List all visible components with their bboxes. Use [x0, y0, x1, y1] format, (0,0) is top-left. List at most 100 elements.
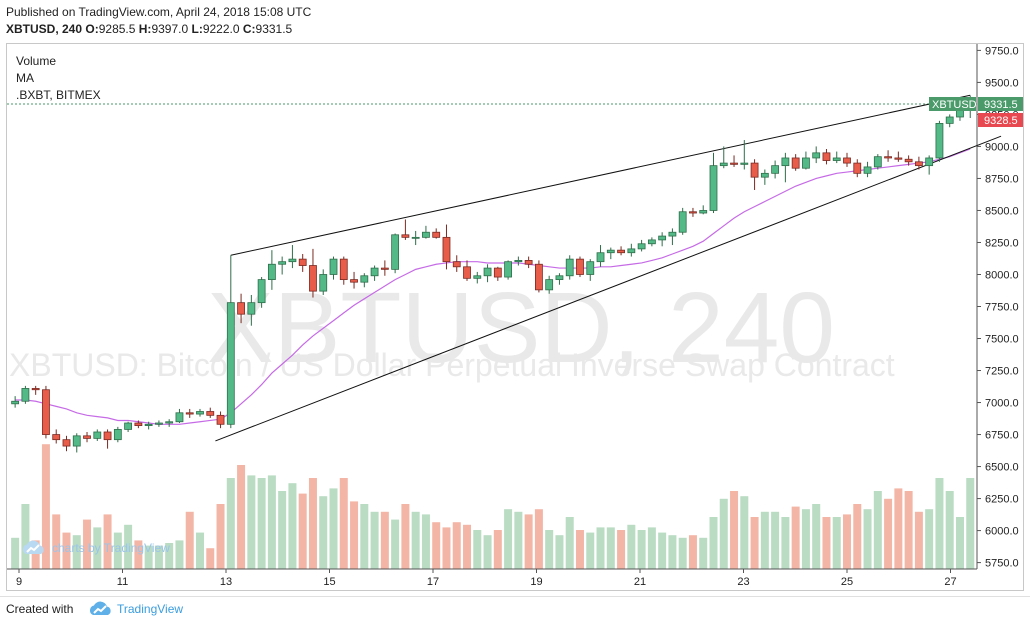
ohlc-close-value: 9331.5 — [255, 22, 293, 36]
volume-bar — [134, 540, 143, 569]
candle-body — [113, 429, 122, 441]
volume-bar — [319, 496, 328, 569]
last-price-symbol: XBTUSD — [932, 99, 977, 111]
y-tick-label: 5750.0 — [985, 558, 1019, 570]
candle-body — [647, 239, 656, 245]
candle-body — [884, 156, 892, 159]
volume-bar — [154, 545, 163, 569]
candle-body — [247, 302, 256, 315]
volume-bar — [873, 491, 882, 569]
candle-body — [483, 267, 492, 277]
volume-bar — [760, 511, 769, 569]
y-tick-label: 7000.0 — [985, 398, 1019, 410]
tradingview-cloud-icon — [22, 540, 44, 554]
volume-bar — [308, 478, 317, 569]
candle-body — [309, 265, 317, 292]
candle-body — [576, 258, 584, 275]
candle-body — [432, 231, 441, 238]
volume-bar — [21, 504, 30, 569]
candle-body — [760, 172, 769, 178]
published-caption: Published on TradingView.com, April 24, … — [6, 5, 312, 19]
legend-ma[interactable]: MA — [16, 71, 34, 85]
candle-body — [42, 389, 50, 435]
candle-body — [535, 263, 543, 291]
y-tick-label: 9000.0 — [985, 141, 1019, 153]
volume-bar — [555, 535, 564, 569]
volume-bar — [504, 509, 513, 569]
candle-body — [411, 236, 420, 239]
volume-bar — [62, 532, 71, 569]
candle-body — [812, 152, 821, 159]
volume-bar — [113, 532, 122, 569]
candle-body — [771, 165, 780, 174]
tradingview-link[interactable]: TradingView — [117, 602, 184, 616]
candle-body — [237, 302, 245, 315]
candle-body — [781, 157, 790, 167]
volume-bar — [329, 488, 338, 569]
candle-body — [206, 411, 215, 416]
volume-bar — [606, 527, 615, 569]
volume-bar — [247, 475, 256, 569]
legend-index-symbol[interactable]: .BXBT, BITMEX — [16, 88, 101, 102]
candle-body — [226, 302, 235, 425]
ohlc-high-value: 9397.0 — [151, 22, 189, 36]
volume-bar — [237, 465, 246, 569]
charts-by-watermark[interactable]: charts by TradingView — [52, 541, 170, 555]
volume-bar — [278, 491, 287, 569]
legend-volume[interactable]: Volume — [16, 54, 57, 68]
candle-body — [401, 234, 410, 238]
volume-bar — [771, 511, 780, 569]
candle-body — [278, 261, 287, 265]
volume-bar — [884, 498, 893, 569]
candle-body — [586, 261, 595, 275]
x-tick-label: 25 — [841, 576, 853, 588]
candle-body — [329, 258, 338, 275]
volume-bar — [647, 527, 656, 569]
candle-body — [134, 422, 143, 426]
volume-bar — [288, 483, 297, 569]
candle-body — [267, 263, 276, 281]
volume-bar — [41, 444, 50, 569]
candle-body — [422, 231, 430, 238]
volume-bar — [575, 530, 584, 569]
candle-body — [155, 422, 163, 425]
volume-bar — [124, 524, 133, 569]
ohlc-high-label: H: — [138, 22, 152, 36]
volume-bar — [350, 501, 359, 569]
volume-bar — [955, 517, 964, 569]
volume-bar — [617, 530, 626, 569]
candle-body — [524, 260, 533, 265]
volume-bar — [339, 478, 348, 569]
candle-body — [853, 162, 862, 174]
chart-area[interactable]: XBTUSD, 240 XBTUSD: Bitcoin / US Dollar P… — [6, 43, 1024, 591]
candle-body — [144, 423, 153, 426]
candle-body — [452, 261, 461, 268]
candle-body — [945, 116, 954, 124]
volume-bar — [380, 511, 389, 569]
candle-body — [904, 158, 913, 163]
volume-bar — [801, 509, 810, 569]
volume-bar — [709, 517, 718, 569]
volume-bar — [678, 537, 687, 569]
volume-bar — [360, 504, 369, 569]
x-tick-label: 9 — [16, 576, 22, 588]
volume-bar — [843, 514, 852, 569]
volume-bar — [740, 496, 749, 569]
candle-body — [606, 249, 615, 254]
candle-body — [370, 267, 379, 277]
volume-bar — [524, 514, 533, 569]
candle-body — [288, 258, 297, 263]
candle-body — [555, 275, 564, 281]
tradingview-logo-icon[interactable] — [88, 601, 114, 617]
volume-bar — [195, 532, 204, 569]
candle-body — [31, 388, 40, 391]
x-tick-label: 27 — [944, 576, 956, 588]
candle-body — [545, 279, 554, 291]
volume-bar — [298, 493, 307, 569]
candle-body — [350, 279, 358, 283]
candle-body — [832, 157, 841, 161]
last-price-symbol-box — [929, 96, 976, 111]
y-tick-label: 6250.0 — [985, 494, 1019, 506]
volume-bar — [401, 504, 410, 569]
